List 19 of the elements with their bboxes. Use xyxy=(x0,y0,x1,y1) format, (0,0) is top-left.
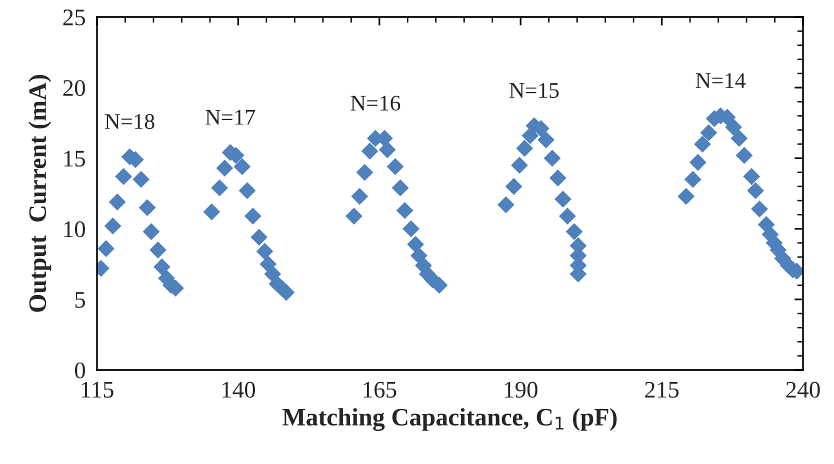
x-tick-label: 215 xyxy=(645,382,679,398)
y-tick-label: 25 xyxy=(63,10,85,26)
annotation: N=15 xyxy=(509,83,559,98)
y-tick-label: 0 xyxy=(74,362,85,378)
y-tick-label: 15 xyxy=(64,150,85,167)
annotation: N=14 xyxy=(696,73,746,88)
annotation: N=18 xyxy=(104,114,154,130)
x-axis-title: Matching Capacitance, C$_{1}$ (pF) xyxy=(282,408,617,431)
y-tick-label: 5 xyxy=(75,292,85,308)
x-tick-label: 165 xyxy=(364,382,396,398)
x-tick-label: 115 xyxy=(82,382,114,398)
x-tick-label: 140 xyxy=(222,382,256,398)
x-tick-label: 190 xyxy=(504,382,538,398)
x-tick-label: 240 xyxy=(786,382,820,398)
annotation: N=16 xyxy=(350,96,400,111)
annotation: N=17 xyxy=(206,110,256,125)
y-axis-title: Output Current (mA) xyxy=(28,75,52,312)
y-tick-label: 20 xyxy=(63,80,85,96)
y-tick-label: 10 xyxy=(64,221,85,238)
